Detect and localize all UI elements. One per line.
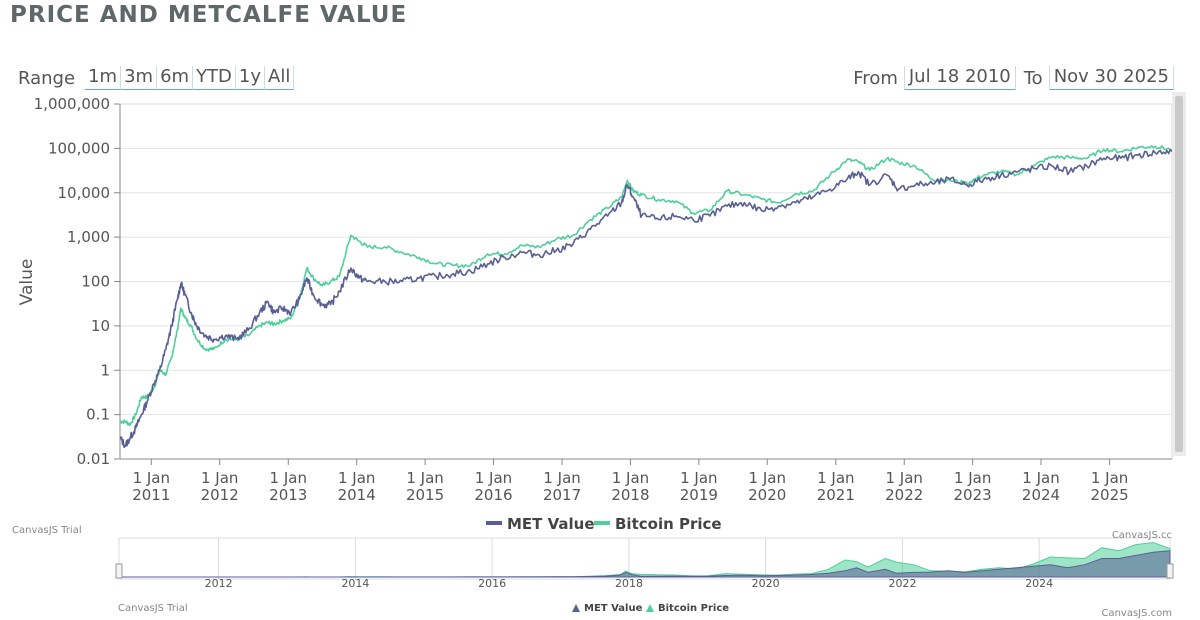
y-tick-label: 100,000 [48, 139, 110, 157]
legend-label: MET Value [507, 515, 595, 533]
navigator-axis-label: 2020 [752, 577, 780, 590]
y-axis-label: Value [17, 259, 37, 306]
x-tick-label: 1 Jan [817, 469, 854, 487]
to-date-input[interactable]: Nov 30 2025 [1048, 66, 1174, 90]
trial-watermark: CanvasJS Trial [12, 525, 82, 536]
x-tick-label: 2013 [269, 486, 307, 504]
navigator-axis-label: 2012 [205, 577, 233, 590]
legend: MET Value Bitcoin Price [486, 515, 722, 533]
x-tick-label: 1 Jan [1091, 469, 1128, 487]
series-lines [119, 145, 1173, 449]
date-range: From Jul 18 2010 To Nov 30 2025 [845, 66, 1174, 90]
navigator[interactable]: 2012 2014 2016 2018 2020 2022 2024 MET Value Bit… [115, 530, 1174, 619]
x-tick-label: 1 Jan [886, 469, 923, 487]
y-gridlines [120, 103, 1172, 460]
x-tick-label: 1 Jan [475, 469, 512, 487]
series-line-met-value [119, 148, 1173, 449]
range-button-3m[interactable]: 3m [121, 66, 158, 90]
x-tick-label: 2022 [885, 486, 923, 504]
y-tick-label: 1,000 [67, 228, 110, 246]
x-tick-label: 2019 [680, 486, 718, 504]
x-tick-label: 1 Jan [954, 469, 991, 487]
navigator-legend-bitcoin-price: Bitcoin Price [646, 603, 729, 614]
from-date-input[interactable]: Jul 18 2010 [903, 66, 1016, 90]
navigator-axis-label: 2018 [615, 577, 643, 590]
navigator-trial-watermark: CanvasJS Trial [118, 603, 188, 614]
y-axis-ticks: 0.01 0.1 1 10 100 1,000 10,000 100,000 1,000,000 [34, 95, 120, 468]
x-tick-label: 1 Jan [406, 469, 443, 487]
range-button-ytd[interactable]: YTD [193, 66, 236, 90]
x-tick-label: 2020 [748, 486, 786, 504]
to-label: To [1023, 67, 1043, 89]
y-tick-label: 10,000 [58, 184, 111, 202]
navigator-legend-marker [572, 604, 580, 612]
y-tick-label: 1 [100, 361, 110, 379]
x-tick-label: 2023 [954, 486, 992, 504]
navigator-legend-label: Bitcoin Price [658, 603, 729, 614]
x-tick-label: 2024 [1022, 486, 1060, 504]
navigator-axis-label: 2024 [1025, 577, 1053, 590]
x-tick-label: 2014 [338, 486, 376, 504]
x-tick-label: 1 Jan [543, 469, 580, 487]
x-tick-label: 1 Jan [612, 469, 649, 487]
page-title: PRICE AND METCALFE VALUE [10, 2, 408, 28]
credit-watermark-top: CanvasJS.cc [1112, 530, 1172, 541]
range-selector: Range 1m 3m 6m YTD 1y All [18, 66, 295, 90]
range-button-all[interactable]: All [265, 66, 295, 90]
range-button-1m[interactable]: 1m [85, 66, 122, 90]
navigator-axis-label: 2022 [888, 577, 916, 590]
y-tick-label: 1,000,000 [34, 95, 110, 113]
y-tick-label: 0.1 [86, 406, 110, 424]
y-tick-label: 0.01 [77, 450, 110, 468]
range-label: Range [18, 67, 76, 89]
x-tick-label: 2018 [611, 486, 649, 504]
navigator-axis-label: 2016 [478, 577, 506, 590]
legend-item-bitcoin-price: Bitcoin Price [594, 515, 722, 533]
y-tick-label: 10 [91, 317, 110, 335]
x-tick-label: 2021 [817, 486, 855, 504]
navigator-handle-left[interactable] [115, 563, 123, 579]
scrollbar[interactable] [1172, 92, 1186, 456]
navigator-legend-met-value: MET Value [572, 603, 643, 614]
x-tick-label: 2016 [474, 486, 512, 504]
navigator-legend-label: MET Value [584, 603, 643, 614]
navigator-axis-label: 2014 [341, 577, 369, 590]
legend-item-met-value: MET Value [486, 515, 595, 533]
from-label: From [853, 67, 898, 89]
series-line-bitcoin-price [119, 145, 1173, 427]
y-tick-label: 100 [81, 273, 110, 291]
x-tick-label: 2015 [406, 486, 444, 504]
x-tick-label: 1 Jan [680, 469, 717, 487]
x-tick-label: 2017 [543, 486, 581, 504]
x-tick-label: 1 Jan [133, 469, 170, 487]
navigator-area-met-value [119, 550, 1171, 578]
x-tick-label: 2025 [1091, 486, 1129, 504]
x-tick-label: 2011 [132, 486, 170, 504]
x-tick-label: 1 Jan [270, 469, 307, 487]
x-tick-label: 1 Jan [749, 469, 786, 487]
credit-watermark: CanvasJS.com [1101, 608, 1172, 619]
x-tick-label: 2012 [201, 486, 239, 504]
x-tick-label: 1 Jan [201, 469, 238, 487]
range-button-1y[interactable]: 1y [235, 66, 266, 90]
range-button-6m[interactable]: 6m [157, 66, 194, 90]
x-tick-label: 1 Jan [1022, 469, 1059, 487]
navigator-handle-right[interactable] [1166, 563, 1174, 579]
x-tick-label: 1 Jan [338, 469, 375, 487]
legend-label: Bitcoin Price [615, 515, 722, 533]
navigator-legend-marker [646, 604, 654, 612]
